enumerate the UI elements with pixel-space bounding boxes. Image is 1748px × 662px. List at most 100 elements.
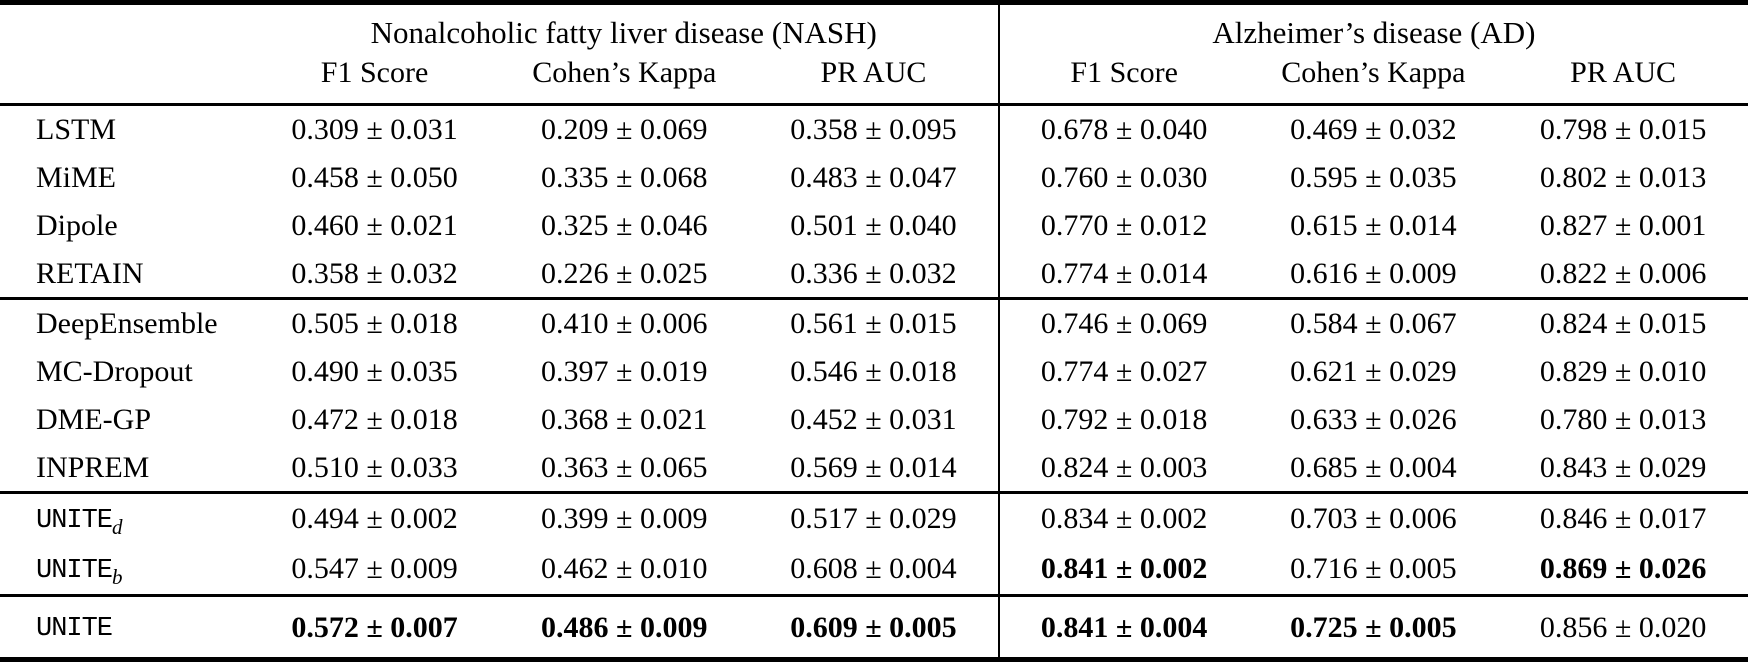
table-row: DeepEnsemble 0.505 ± 0.018 0.410 ± 0.006 0.… [0,296,1748,347]
value-cell: 0.569 ± 0.014 [790,450,957,484]
column-header-ad-f1: F1 Score [997,52,1249,106]
table-row: MC-Dropout 0.490 ± 0.035 0.397 ± 0.019 0.54… [0,346,1748,396]
table-row: DME-GP 0.472 ± 0.018 0.368 ± 0.021 0.452 ± … [0,395,1748,444]
value-cell: 0.827 ± 0.001 [1539,209,1707,243]
method-subscript: d [112,515,123,540]
method-column-header [0,3,250,53]
value-cell: 0.770 ± 0.012 [997,201,1249,250]
column-header-nash-f1: F1 Score [249,52,500,106]
method-cell: DME-GP [0,395,250,443]
value-cell: 0.368 ± 0.021 [541,403,708,437]
value-cell: 0.595 ± 0.035 [1290,160,1457,194]
method-label: UNITE [36,556,113,587]
value-cell: 0.572 ± 0.007 [249,594,500,660]
column-header-ad-kappa: Cohen’s Kappa [1248,52,1499,106]
method-label: MiME [36,160,117,194]
value-cell: 0.843 ± 0.029 [1539,450,1707,484]
value-cell: 0.746 ± 0.069 [997,296,1249,347]
value-cell: 0.822 ± 0.006 [1539,256,1707,290]
method-cell: UNITEb [0,544,250,596]
value-cell: 0.824 ± 0.015 [1498,296,1748,347]
value-cell: 0.325 ± 0.046 [541,209,708,243]
value-cell: 0.869 ± 0.026 [1539,552,1707,586]
value-cell: 0.469 ± 0.032 [1290,112,1457,146]
value-cell: 0.546 ± 0.018 [790,354,957,388]
method-cell: Dipole [0,201,250,249]
value-cell: 0.501 ± 0.040 [790,209,957,243]
value-cell: 0.725 ± 0.005 [1248,594,1499,660]
table-row: Dipole 0.460 ± 0.021 0.325 ± 0.046 0.501 ± … [0,201,1748,250]
value-cell: 0.703 ± 0.006 [1248,490,1499,544]
method-label: INPREM [36,450,150,484]
value-cell: 0.678 ± 0.040 [997,104,1249,153]
value-cell: 0.335 ± 0.068 [541,160,708,194]
table-metric-header-row: F1 Score Cohen’s Kappa PR AUC F1 Score C… [0,52,1748,106]
value-cell: 0.774 ± 0.014 [997,249,1249,299]
table-body: LSTM 0.309 ± 0.031 0.209 ± 0.069 0.358 ± 0.… [0,104,1748,660]
table-header: Nonalcoholic fatty liver disease (NASH) … [0,2,1748,106]
method-cell: RETAIN [0,250,250,298]
value-cell: 0.358 ± 0.095 [790,112,957,146]
value-cell: 0.841 ± 0.002 [997,543,1249,596]
table-group-header-row: Nonalcoholic fatty liver disease (NASH) … [0,2,1748,53]
value-cell: 0.494 ± 0.002 [249,490,500,544]
method-cell: LSTM [0,105,250,153]
method-label: Dipole [36,209,118,243]
value-cell: 0.633 ± 0.026 [1290,403,1457,437]
value-cell: 0.615 ± 0.014 [1290,209,1457,243]
method-label: DME-GP [36,403,152,437]
value-cell: 0.490 ± 0.035 [291,354,458,388]
table-row: RETAIN 0.358 ± 0.032 0.226 ± 0.025 0.336 ± … [0,249,1748,299]
value-cell: 0.856 ± 0.020 [1498,594,1748,660]
value-cell: 0.309 ± 0.031 [291,112,458,146]
value-cell: 0.410 ± 0.006 [499,296,750,347]
table-row: UNITEd 0.494 ± 0.002 0.399 ± 0.009 0.517 ± … [0,490,1748,544]
value-cell: 0.561 ± 0.015 [749,296,999,347]
value-cell: 0.505 ± 0.018 [249,296,500,347]
value-cell: 0.486 ± 0.009 [499,594,750,660]
value-cell: 0.609 ± 0.005 [749,594,999,660]
value-cell: 0.462 ± 0.010 [541,552,708,586]
value-cell: 0.472 ± 0.018 [291,403,458,437]
method-cell: DeepEnsemble [0,296,250,347]
value-cell: 0.584 ± 0.067 [1248,296,1499,347]
value-cell: 0.358 ± 0.032 [291,256,458,290]
method-label: DeepEnsemble [36,306,218,340]
method-column-header-empty [0,52,250,106]
value-cell: 0.483 ± 0.047 [790,160,957,194]
value-cell: 0.802 ± 0.013 [1539,160,1707,194]
value-cell: 0.774 ± 0.027 [997,346,1249,396]
value-cell: 0.517 ± 0.029 [749,490,999,544]
method-subscript: b [112,565,123,590]
method-label: UNITE [36,506,113,537]
value-cell: 0.834 ± 0.002 [997,490,1249,544]
method-label: LSTM [36,112,117,146]
method-cell: INPREM [0,444,250,492]
value-cell: 0.846 ± 0.017 [1498,490,1748,544]
table-row: LSTM 0.309 ± 0.031 0.209 ± 0.069 0.358 ± 0.… [0,104,1748,153]
value-cell: 0.209 ± 0.069 [541,112,708,146]
value-cell: 0.685 ± 0.004 [1290,450,1457,484]
method-label: RETAIN [36,256,144,290]
table-row: UNITE 0.572 ± 0.007 0.486 ± 0.009 0.609 ± 0… [0,594,1748,660]
method-cell: UNITE [0,594,250,660]
value-cell: 0.780 ± 0.013 [1539,403,1707,437]
value-cell: 0.616 ± 0.009 [1290,256,1457,290]
value-cell: 0.798 ± 0.015 [1539,112,1707,146]
method-cell: MiME [0,153,250,201]
method-cell: MC-Dropout [0,347,250,395]
table-row: MiME 0.458 ± 0.050 0.335 ± 0.068 0.483 ± 0.… [0,152,1748,202]
group-header-nash: Nonalcoholic fatty liver disease (NASH) [370,14,877,50]
value-cell: 0.716 ± 0.005 [1290,552,1457,586]
group-header-ad: Alzheimer’s disease (AD) [997,2,1748,53]
value-cell: 0.226 ± 0.025 [541,256,708,290]
column-header-nash-prauc: PR AUC [749,52,999,106]
value-cell: 0.792 ± 0.018 [997,395,1249,444]
value-cell: 0.547 ± 0.009 [291,552,458,586]
value-cell: 0.336 ± 0.032 [790,256,957,290]
value-cell: 0.458 ± 0.050 [291,160,458,194]
method-cell: UNITEd [0,490,250,544]
value-cell: 0.397 ± 0.019 [541,354,708,388]
value-cell: 0.841 ± 0.004 [997,594,1249,660]
